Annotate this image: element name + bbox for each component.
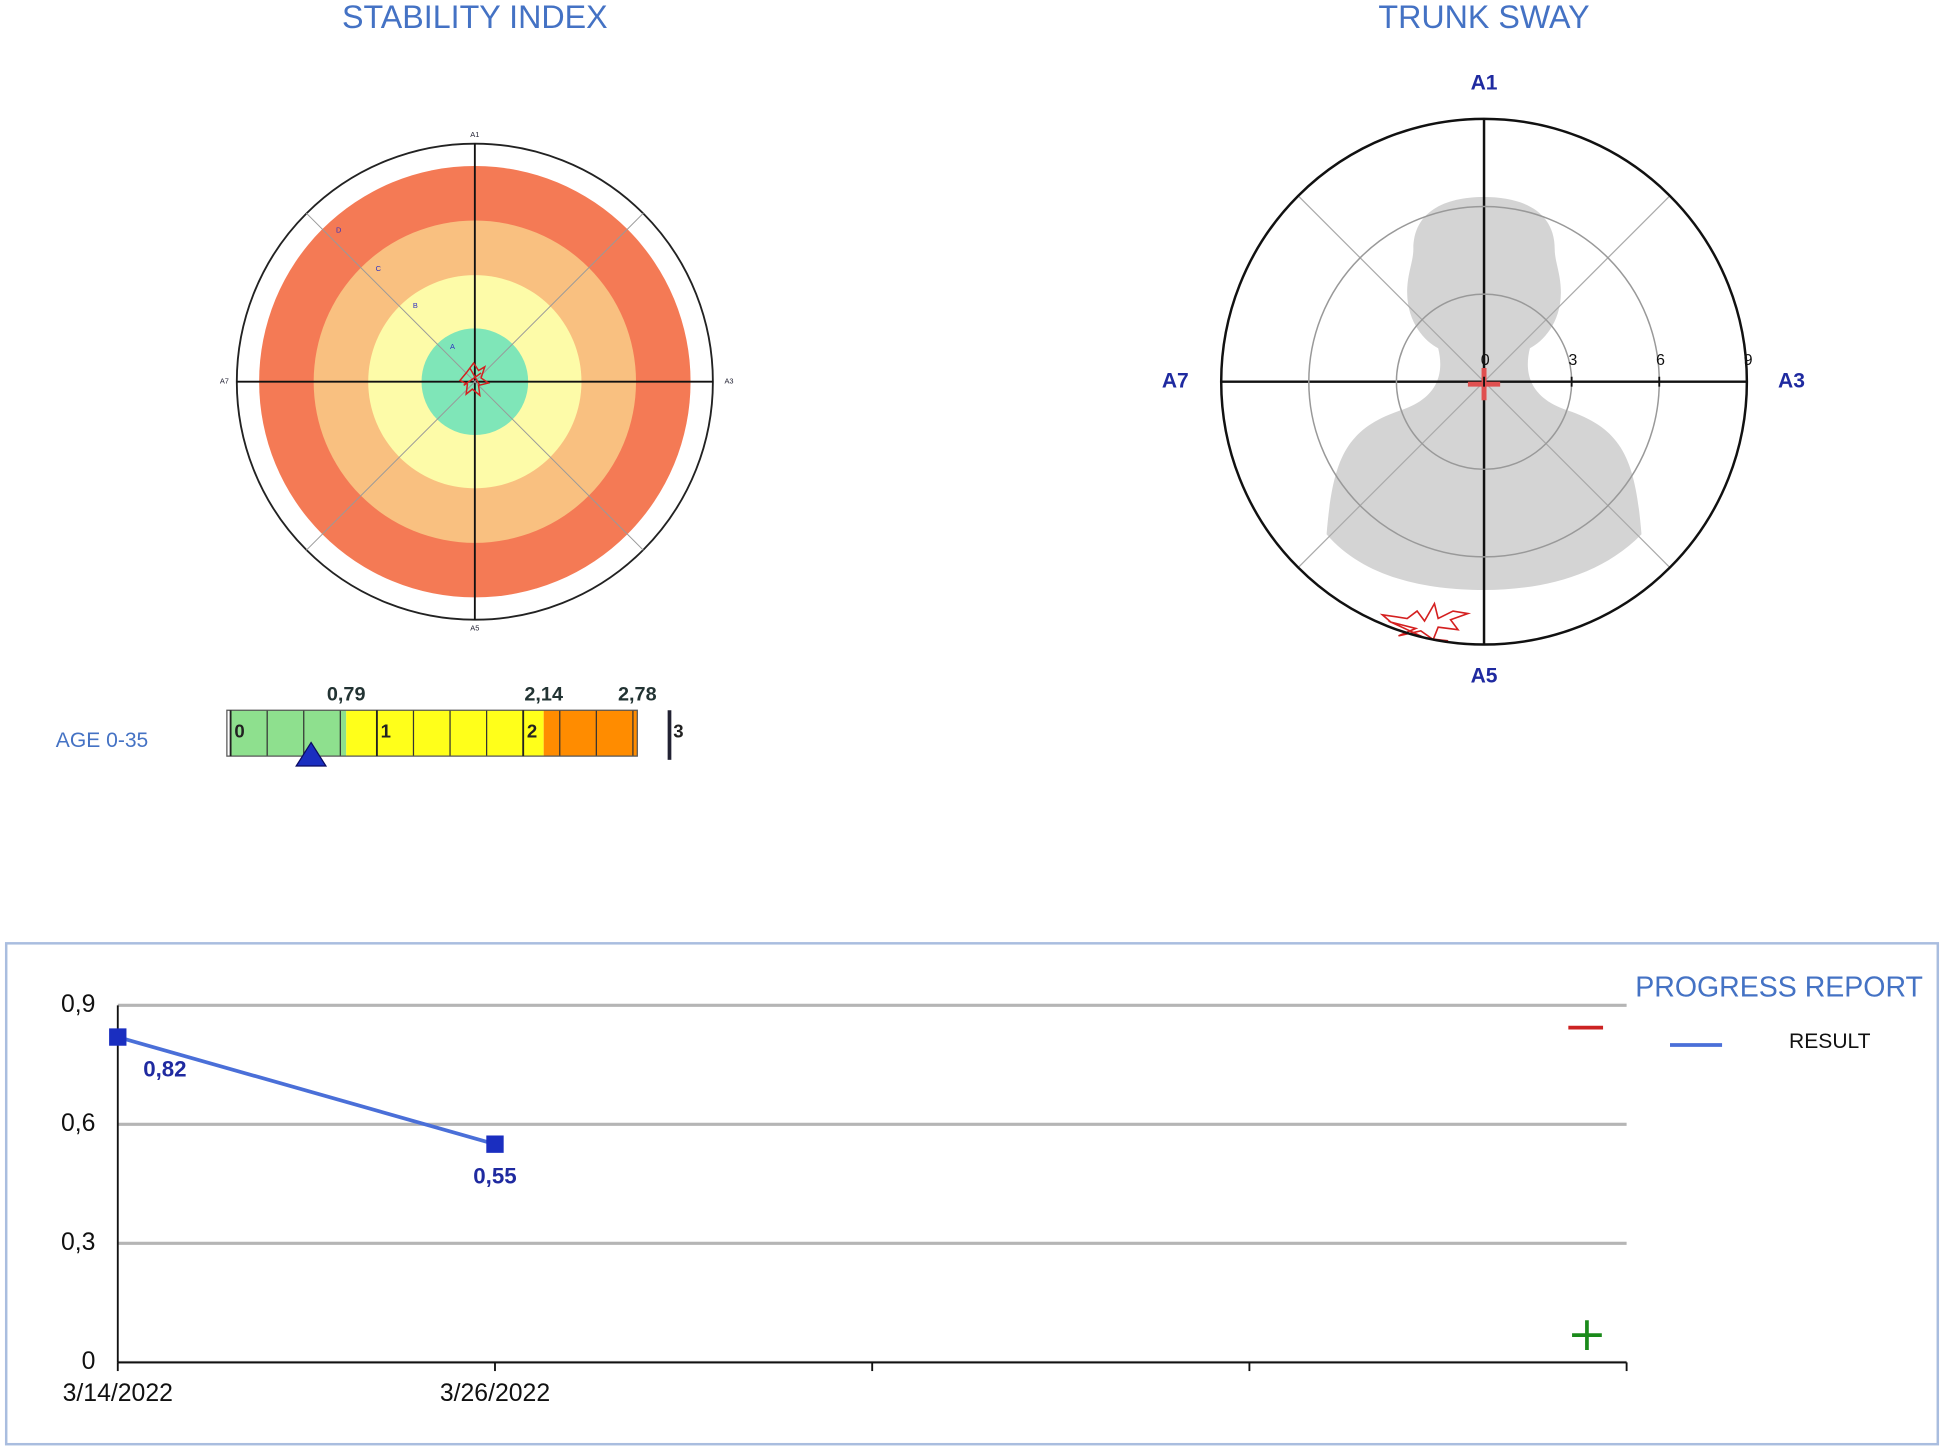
y-tick-label: 0	[82, 1348, 96, 1375]
y-tick-label: 0,6	[61, 1110, 95, 1137]
result-marker	[295, 741, 328, 767]
zone-label: B	[413, 301, 418, 310]
zone-label: C	[376, 264, 382, 273]
threshold-label: 2,14	[524, 684, 563, 706]
sway-trace	[458, 361, 491, 398]
point	[486, 1135, 504, 1153]
axis-label: A5	[1471, 664, 1498, 687]
report-frame	[4, 942, 1940, 1446]
r-tick-label: 3	[1568, 351, 1577, 369]
axis-label: A7	[1162, 369, 1189, 392]
threshold-label: 2,78	[618, 684, 657, 706]
r-tick-label: 0	[1481, 351, 1490, 369]
age-label: AGE 0-35	[56, 729, 149, 752]
line-chart: 0 0,3 0,6 0,9 3/14/2022 3/26/2022 0,82 0,55 RESU…	[61, 991, 1871, 1407]
point	[109, 1028, 127, 1046]
axis-label: A7	[220, 377, 229, 386]
age-scale: 0,79 2,14 2,78 0 1 2 3	[226, 684, 684, 767]
diagonal	[305, 212, 644, 551]
tick-label: 3	[673, 720, 683, 741]
scale-border	[226, 709, 638, 757]
scale-zone	[230, 710, 347, 757]
chart-title: PROGRESS REPORT	[1635, 972, 1923, 1004]
zone-label: A	[450, 342, 455, 351]
tick-label: 1	[381, 720, 391, 741]
legend-label: RESULT	[1789, 1030, 1871, 1053]
value-label: 0,82	[143, 1056, 186, 1081]
zone-label: D	[336, 225, 341, 234]
axis-label: A5	[470, 623, 479, 632]
value-label: 0,55	[473, 1164, 516, 1189]
series-line	[117, 1035, 496, 1146]
trunk-title: TRUNK SWAY	[1378, 0, 1589, 35]
trunk-sway-plot: 0 3 6 9	[1219, 117, 1753, 646]
stability-title: STABILITY INDEX	[342, 0, 608, 35]
scale-zone	[543, 710, 638, 757]
x-tick-label: 3/14/2022	[63, 1380, 173, 1407]
axis-label: A1	[1471, 72, 1498, 95]
y-tick-label: 0,9	[61, 991, 95, 1018]
axis-label: A3	[1778, 369, 1805, 392]
sway-trace	[1379, 601, 1472, 642]
scale-zone	[346, 710, 544, 757]
y-tick-label: 0,3	[61, 1229, 95, 1256]
axis-label: A3	[724, 377, 733, 386]
zoom-in-icon[interactable]	[1572, 1320, 1602, 1350]
axis-label: A1	[470, 130, 479, 139]
tick-label: 0	[234, 720, 244, 741]
stability-target	[235, 142, 714, 621]
r-tick-label: 9	[1744, 351, 1753, 369]
r-tick-label: 6	[1656, 351, 1665, 369]
threshold-label: 0,79	[327, 684, 366, 706]
tick-label: 2	[527, 720, 537, 741]
x-tick-label: 3/26/2022	[440, 1380, 550, 1407]
